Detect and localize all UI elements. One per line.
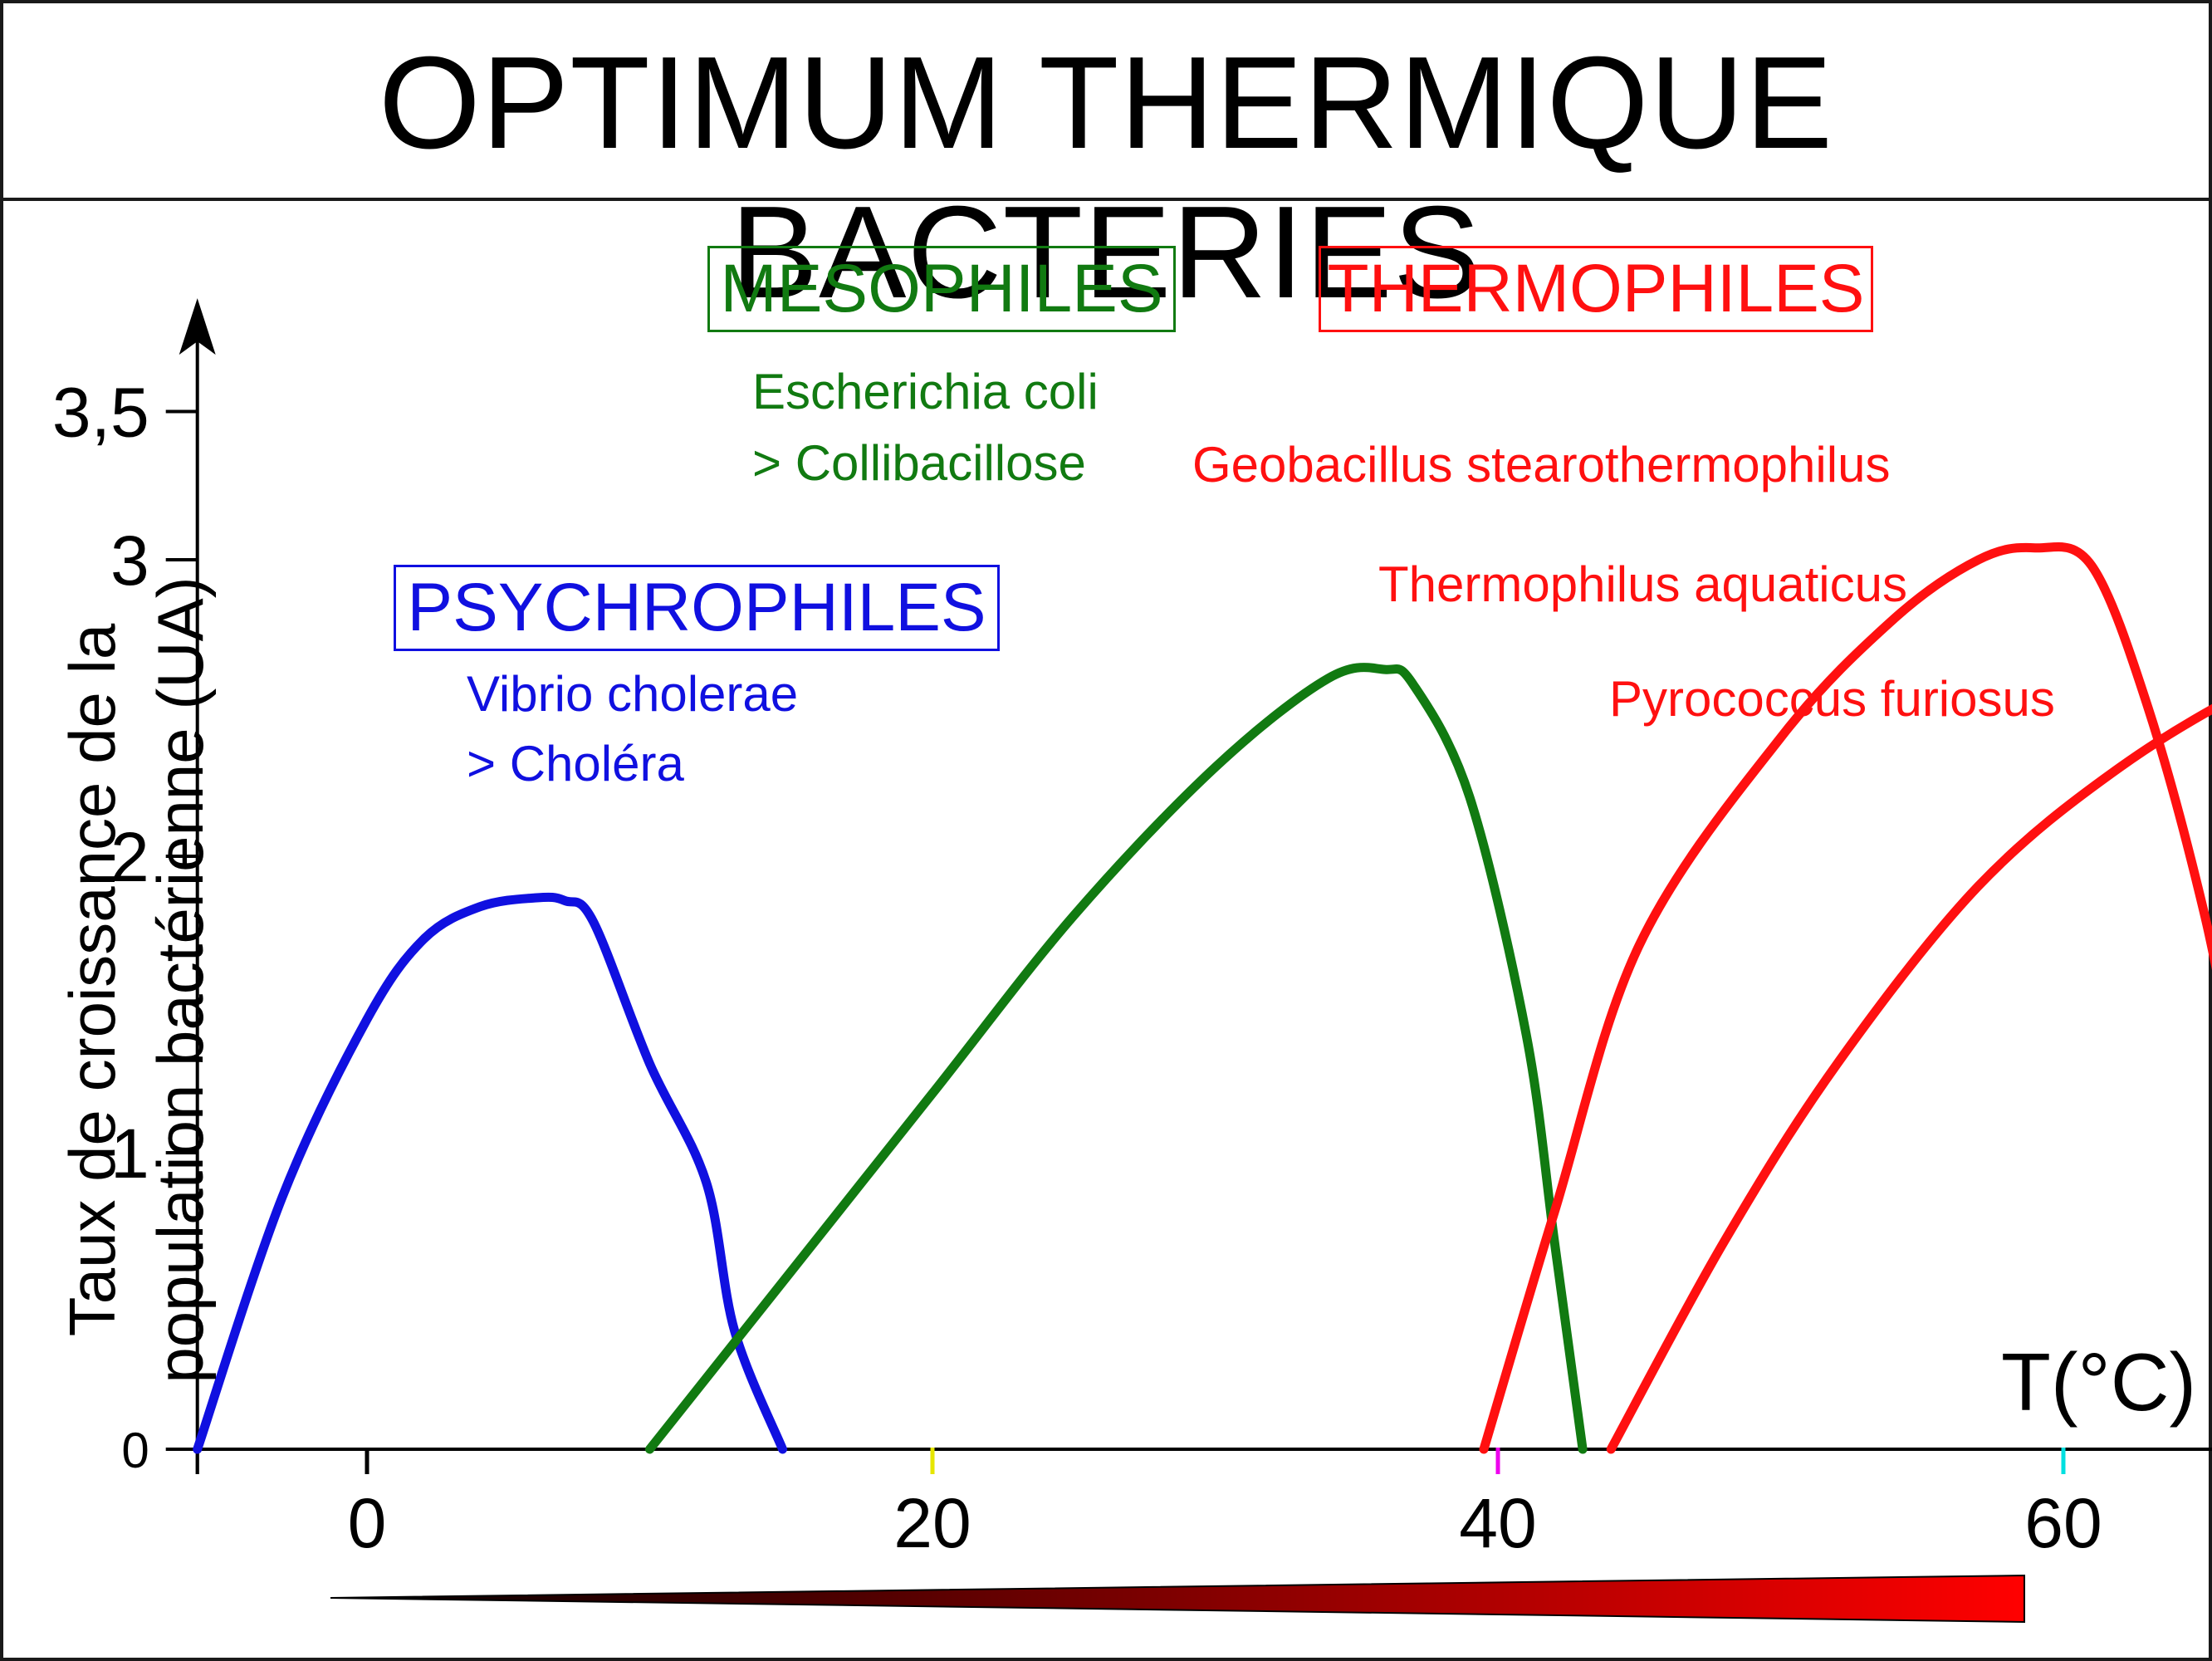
series-line-4: [1606, 703, 2212, 1454]
species-geobacillus: Geobacillus stearothermophilus: [1192, 437, 1891, 492]
series-line-2: [645, 663, 1588, 1454]
x-tick-label: 60: [2024, 1484, 2102, 1562]
temperature-gradient-wedge: [330, 1574, 2025, 1624]
curves: [193, 542, 2212, 1454]
group-label-psychrophiles: PSYCHROPHILES: [407, 570, 986, 645]
species-thermophilus-aquaticus: Thermophilus aquaticus: [1378, 556, 1908, 612]
x-tick-label: 40: [1459, 1484, 1536, 1562]
group-box-thermophiles: THERMOPHILES: [1319, 246, 1873, 332]
y-tick-label: 3: [110, 522, 149, 600]
y-tick-label: 1: [110, 1115, 149, 1193]
disease-collibacillose: > Collibacillose: [752, 435, 1086, 491]
x-axis-label: T(°C): [2001, 1336, 2196, 1428]
y-tick-label: 3,5: [52, 374, 149, 452]
species-vibrio-cholerae: Vibrio cholerae: [467, 666, 799, 722]
disease-cholera: > Choléra: [467, 736, 684, 791]
x-tick-label: 0: [348, 1484, 387, 1562]
y-axis-arrowhead: [179, 298, 216, 355]
group-label-mesophiles: MESOPHILES: [720, 251, 1163, 326]
chart-title: OPTIMUM THERMIQUE BACTERIES: [378, 30, 1834, 326]
y-tick-label: 0: [121, 1423, 149, 1478]
axes: [165, 298, 2212, 1474]
y-axis-label-line2: population bactérienne (UA): [144, 576, 217, 1383]
y-tick-label: 2: [110, 818, 149, 896]
y-axis-label-line1: Taux de croissance de la: [56, 623, 129, 1336]
group-box-psychrophiles: PSYCHROPHILES: [394, 565, 1000, 651]
group-label-thermophiles: THERMOPHILES: [1327, 251, 1865, 326]
group-box-mesophiles: MESOPHILES: [707, 246, 1176, 332]
x-tick-label: 20: [893, 1484, 971, 1562]
y-axis-label: Taux de croissance de la population bact…: [56, 576, 217, 1383]
title-bar: OPTIMUM THERMIQUE BACTERIES: [0, 0, 2212, 326]
species-escherichia-coli: Escherichia coli: [752, 364, 1099, 419]
species-pyrococcus: Pyrococcus furiosus: [1609, 671, 2055, 727]
series-line-1: [193, 892, 787, 1454]
series-line-3: [1479, 542, 2212, 1454]
